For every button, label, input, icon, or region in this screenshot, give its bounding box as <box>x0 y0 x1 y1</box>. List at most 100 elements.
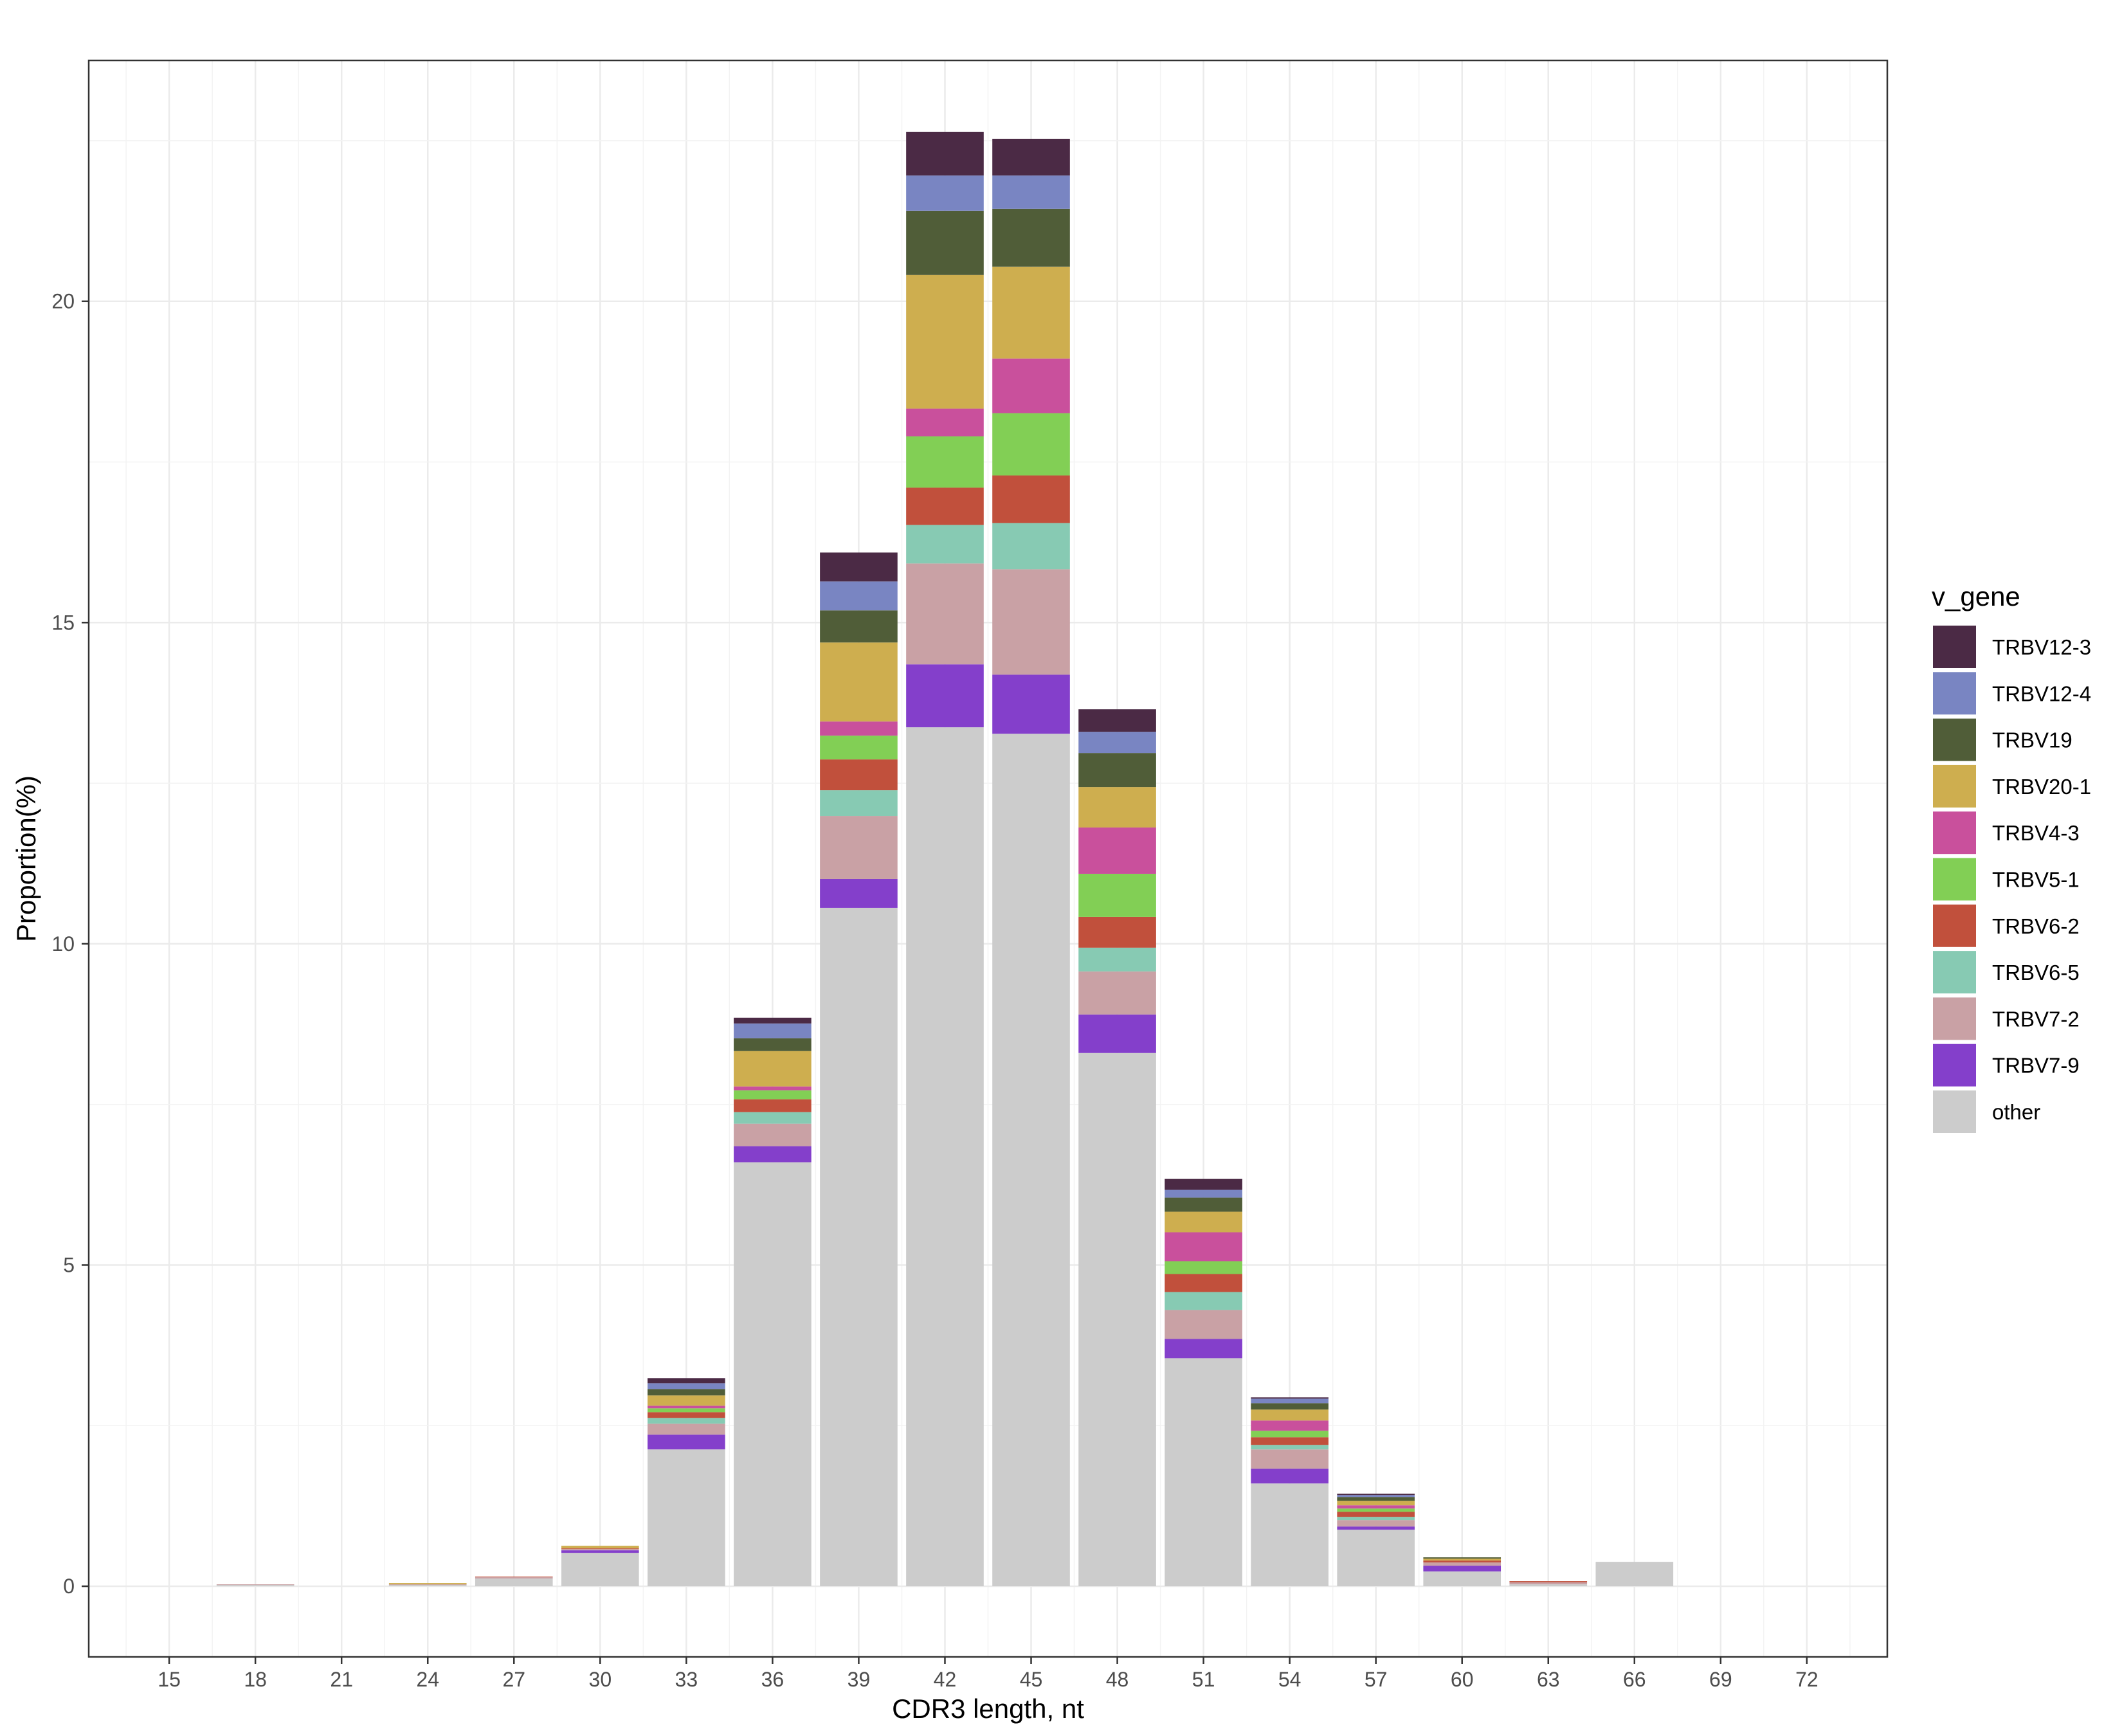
legend-item-trbv12-3: TRBV12-3 <box>1933 626 2091 668</box>
legend-item-trbv7-9: TRBV7-9 <box>1933 1044 2080 1087</box>
bar-segment-trbv4-3-x45 <box>992 358 1070 413</box>
bar-segment-trbv12-3-x51 <box>1165 1179 1242 1190</box>
bar-segment-trbv7-2-x63 <box>1509 1582 1588 1585</box>
bar-segment-trbv7-9-x60 <box>1423 1566 1501 1572</box>
bar-segment-trbv5-1-x33 <box>648 1408 725 1413</box>
x-tick-label: 60 <box>1451 1668 1474 1691</box>
bar-segment-trbv12-3-x57 <box>1337 1494 1415 1496</box>
x-tick-label: 51 <box>1192 1668 1215 1691</box>
bar-segment-trbv4-3-x51 <box>1165 1232 1242 1261</box>
x-tick-label: 72 <box>1795 1668 1818 1691</box>
bar-x-63 <box>1509 1581 1588 1587</box>
bar-segment-other-x36 <box>734 1162 812 1587</box>
bar-segment-trbv7-9-x36 <box>734 1146 812 1162</box>
bar-segment-trbv20-1-x36 <box>734 1051 812 1087</box>
y-axis: 0 5 10 15 20 <box>51 290 89 1598</box>
bar-x-42 <box>906 131 984 1587</box>
bar-segment-trbv12-4-x51 <box>1165 1189 1242 1198</box>
bar-segment-trbv7-9-x48 <box>1078 1014 1156 1053</box>
bar-segment-trbv12-3-x42 <box>906 131 984 176</box>
x-axis-title: CDR3 length, nt <box>892 1694 1084 1724</box>
x-tick-label: 45 <box>1020 1668 1043 1691</box>
y-tick-label: 20 <box>51 290 75 313</box>
bar-segment-trbv7-9-x33 <box>648 1434 725 1450</box>
bar-segment-trbv4-3-x48 <box>1078 827 1156 874</box>
bar-segment-trbv6-5-x45 <box>992 523 1070 570</box>
bar-segment-other-x30 <box>561 1553 639 1587</box>
bar-segment-trbv19-x33 <box>648 1389 725 1396</box>
bar-segment-trbv7-2-x42 <box>906 563 984 665</box>
bar-segment-trbv7-9-x45 <box>992 674 1070 734</box>
bar-segment-trbv6-2-x30 <box>561 1548 639 1550</box>
bar-segment-trbv12-4-x36 <box>734 1023 812 1038</box>
bar-x-36 <box>734 1017 812 1587</box>
legend-key-trbv7-9 <box>1933 1044 1976 1087</box>
bar-segment-trbv5-1-x57 <box>1337 1508 1415 1512</box>
x-axis: 15 18 21 24 27 30 33 36 39 42 45 48 51 54 57 60 63 66 69 72 <box>158 1657 1818 1691</box>
bar-segment-trbv7-2-x51 <box>1165 1310 1242 1339</box>
legend-label: TRBV12-3 <box>1992 635 2091 659</box>
bar-segment-trbv4-3-x36 <box>734 1086 812 1090</box>
bar-segment-trbv5-1-x45 <box>992 413 1070 476</box>
legend-label: other <box>1992 1100 2040 1124</box>
legend-item-trbv20-1: TRBV20-1 <box>1933 764 2091 808</box>
x-tick-label: 69 <box>1709 1668 1732 1691</box>
legend-label: TRBV7-2 <box>1992 1007 2080 1031</box>
y-axis-title: Proportion(%) <box>11 775 41 942</box>
legend-key-trbv4-3 <box>1933 811 1976 854</box>
bar-x-39 <box>820 552 898 1587</box>
bar-segment-trbv7-2-x39 <box>820 816 898 879</box>
bar-segment-trbv5-1-x48 <box>1078 873 1156 917</box>
bar-segment-trbv4-3-x42 <box>906 408 984 437</box>
bar-x-60 <box>1423 1557 1501 1587</box>
legend-key-trbv12-4 <box>1933 672 1976 715</box>
bar-segment-trbv19-x48 <box>1078 753 1156 788</box>
bar-segment-trbv20-1-x24 <box>388 1583 467 1585</box>
bar-segment-trbv7-9-x42 <box>906 664 984 728</box>
bar-segment-trbv7-9-x54 <box>1251 1469 1329 1484</box>
bar-segment-trbv5-1-x42 <box>906 436 984 488</box>
bar-segment-other-x33 <box>648 1449 725 1587</box>
bar-segment-other-x24 <box>388 1585 467 1587</box>
bar-segment-trbv20-1-x60 <box>1423 1559 1501 1561</box>
bar-segment-trbv6-5-x33 <box>648 1418 725 1424</box>
x-tick-label: 18 <box>244 1668 267 1691</box>
bar-segment-trbv5-1-x54 <box>1251 1431 1329 1438</box>
x-tick-label: 54 <box>1278 1668 1301 1691</box>
bar-segment-trbv7-9-x30 <box>561 1550 639 1553</box>
x-tick-label: 63 <box>1537 1668 1560 1691</box>
bar-segment-trbv6-5-x48 <box>1078 947 1156 972</box>
bar-segment-trbv12-4-x54 <box>1251 1398 1329 1404</box>
bar-segment-trbv6-5-x51 <box>1165 1292 1242 1310</box>
bar-segment-other-x48 <box>1078 1053 1156 1587</box>
bar-segment-trbv6-2-x60 <box>1423 1560 1501 1563</box>
x-tick-label: 24 <box>416 1668 439 1691</box>
bar-segment-trbv7-9-x39 <box>820 878 898 908</box>
bar-segment-trbv7-2-x18 <box>216 1584 295 1586</box>
bar-segment-trbv7-2-x33 <box>648 1424 725 1435</box>
bar-x-54 <box>1251 1397 1329 1587</box>
bar-segment-trbv7-9-x51 <box>1165 1339 1242 1359</box>
bar-segment-trbv6-2-x54 <box>1251 1437 1329 1445</box>
legend-label: TRBV6-5 <box>1992 961 2080 984</box>
bar-segment-trbv6-2-x57 <box>1337 1512 1415 1517</box>
legend-item-trbv5-1: TRBV5-1 <box>1933 858 2080 901</box>
x-tick-label: 27 <box>502 1668 525 1691</box>
bar-segment-trbv6-5-x57 <box>1337 1517 1415 1521</box>
bar-segment-trbv20-1-x57 <box>1337 1501 1415 1506</box>
bar-segment-trbv6-2-x33 <box>648 1412 725 1418</box>
bar-segment-trbv7-2-x57 <box>1337 1520 1415 1527</box>
legend-title: v_gene <box>1932 581 2020 611</box>
bar-segment-trbv20-1-x39 <box>820 642 898 722</box>
x-tick-label: 36 <box>761 1668 784 1691</box>
legend-key-trbv20-1 <box>1933 764 1976 808</box>
legend-label: TRBV5-1 <box>1992 868 2080 892</box>
bar-segment-other-x18 <box>216 1585 295 1587</box>
bar-segment-trbv19-x57 <box>1337 1497 1415 1501</box>
bar-segment-trbv7-2-x54 <box>1251 1449 1329 1469</box>
legend-item-trbv12-4: TRBV12-4 <box>1933 672 2091 715</box>
bar-x-57 <box>1337 1494 1415 1587</box>
bar-segment-trbv6-5-x42 <box>906 525 984 564</box>
x-tick-label: 42 <box>934 1668 957 1691</box>
bar-segment-trbv20-1-x42 <box>906 275 984 409</box>
